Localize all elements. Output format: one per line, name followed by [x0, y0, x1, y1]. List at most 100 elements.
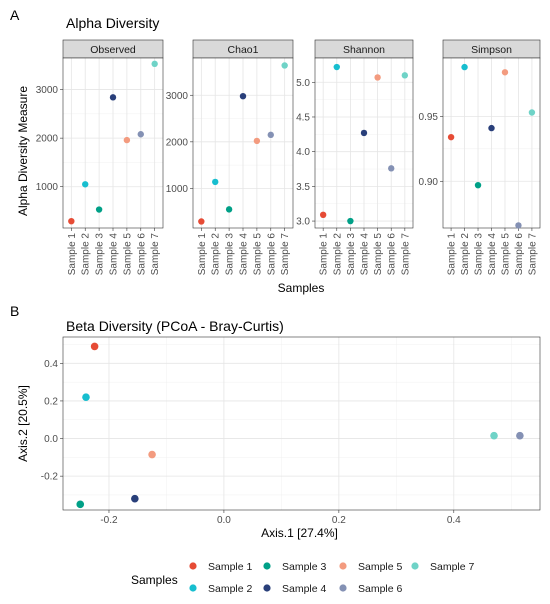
point-observed-sample-2: [82, 181, 89, 188]
facet-ytick-label: 0.95: [419, 112, 439, 123]
facet-xtick-label-sample-1: Sample 1: [447, 233, 458, 276]
point-observed-sample-5: [123, 136, 131, 144]
panel-label-a: A: [10, 7, 20, 23]
facet-xtick-label-sample-2: Sample 2: [211, 233, 222, 276]
facet-xtick-label-sample-4: Sample 4: [109, 233, 120, 276]
beta-xlabel: Axis.1 [27.4%]: [261, 526, 338, 540]
beta-ytick-label: 0.2: [44, 396, 58, 407]
facet-ytick-label: 2000: [166, 137, 189, 148]
facet-xtick-label-sample-1: Sample 1: [67, 233, 78, 276]
point-simpson-sample-6: [515, 222, 522, 229]
beta-point-sample-6: [516, 431, 524, 440]
alpha-ylabel: Alpha Diversity Measure: [16, 86, 30, 216]
legend-key-sample-2: [189, 584, 197, 592]
point-observed-sample-4: [109, 94, 117, 101]
facet-xtick-label-sample-7: Sample 7: [527, 233, 538, 276]
facet-xtick-label-sample-4: Sample 4: [239, 233, 250, 276]
beta-point-sample-2: [82, 393, 90, 401]
legend-item-sample-1: Sample 1: [189, 561, 253, 573]
point-chao1-sample-5: [253, 137, 261, 145]
facet-ytick-label: 2000: [36, 134, 59, 145]
beta-point-sample-1: [90, 342, 99, 351]
legend-item-sample-5: Sample 5: [339, 561, 403, 573]
facet-strip-label-observed: Observed: [90, 44, 136, 56]
beta-xtick-label: 0.2: [332, 515, 346, 526]
legend-key-sample-4: [263, 584, 271, 592]
point-shannon-sample-5: [374, 74, 381, 81]
point-shannon-sample-3: [347, 217, 354, 225]
facet-xtick-label-sample-5: Sample 5: [122, 233, 133, 276]
facet-xtick-label-sample-2: Sample 2: [81, 233, 92, 276]
facet-xtick-label-sample-7: Sample 7: [280, 233, 291, 276]
point-observed-sample-3: [95, 206, 103, 213]
beta-panel: [63, 337, 540, 510]
beta-point-sample-5: [148, 450, 156, 459]
legend-item-sample-6: Sample 6: [339, 583, 403, 595]
facet-xtick-label-sample-3: Sample 3: [95, 233, 106, 276]
point-chao1-sample-6: [267, 131, 274, 139]
facet-xtick-label-sample-7: Sample 7: [400, 233, 411, 276]
legend-key-sample-7: [411, 562, 419, 570]
alpha-xlabel: Samples: [278, 281, 325, 295]
beta-plot: -0.2 0.0 0.2 0.4 -0.2 0.0 0.2 0.4 Axis.1 [27.4%]…: [16, 336, 541, 540]
beta-ytick-label: 0.0: [44, 434, 58, 445]
legend-key-sample-6: [339, 584, 347, 592]
beta-xtick-label: 0.4: [447, 515, 461, 526]
facet-ytick-label: 4.0: [296, 147, 310, 158]
facet-ytick-label: 1000: [166, 184, 189, 195]
point-shannon-sample-2: [333, 63, 340, 71]
point-simpson-sample-7: [528, 109, 536, 116]
facet-ytick-label: 5.0: [296, 78, 310, 89]
beta-border: [62, 336, 541, 511]
point-chao1-sample-1: [198, 218, 205, 225]
legend-label-sample-2: Sample 2: [208, 583, 253, 595]
point-simpson-sample-4: [488, 124, 495, 132]
beta-ytick-label: 0.4: [44, 359, 58, 370]
facet-xtick-label-sample-1: Sample 1: [319, 233, 330, 276]
legend-label-sample-7: Sample 7: [430, 561, 475, 573]
facet-xtick-label-sample-5: Sample 5: [500, 233, 511, 276]
facet-strip-label-shannon: Shannon: [343, 44, 385, 56]
beta-title: Beta Diversity (PCoA - Bray-Curtis): [66, 318, 284, 334]
point-simpson-sample-2: [461, 63, 468, 71]
legend-item-sample-4: Sample 4: [263, 583, 327, 595]
facet-xtick-label-sample-6: Sample 6: [136, 233, 147, 276]
facet-xtick-label-sample-1: Sample 1: [197, 233, 208, 276]
facet-xtick-label-sample-4: Sample 4: [360, 233, 371, 276]
legend-key-sample-5: [339, 562, 347, 570]
facet-xtick-label-sample-5: Sample 5: [373, 233, 384, 276]
point-chao1-sample-4: [239, 92, 247, 100]
beta-point-sample-3: [76, 500, 85, 509]
facet-ytick-label: 0.90: [419, 177, 439, 188]
legend-item-sample-7: Sample 7: [411, 561, 475, 573]
point-chao1-sample-7: [281, 62, 288, 69]
point-observed-sample-7: [151, 60, 158, 68]
facet-ytick-label: 3000: [166, 91, 189, 102]
point-shannon-sample-7: [401, 72, 409, 79]
facet-xtick-label-sample-5: Sample 5: [252, 233, 263, 276]
legend-label-sample-5: Sample 5: [358, 561, 403, 573]
facet-xtick-label-sample-3: Sample 3: [346, 233, 357, 276]
legend-item-sample-2: Sample 2: [189, 583, 253, 595]
legend-title: Samples: [131, 573, 178, 587]
facet-xtick-label-sample-3: Sample 3: [474, 233, 485, 276]
facet-ytick-label: 1000: [36, 182, 59, 193]
beta-xtick-label: 0.0: [217, 515, 231, 526]
legend-item-sample-3: Sample 3: [263, 561, 327, 573]
facet-strip-label-chao1: Chao1: [228, 44, 259, 56]
facet-ytick-label: 3000: [36, 85, 59, 96]
facet-xtick-label-sample-2: Sample 2: [460, 233, 471, 276]
beta-ytick-label: -0.2: [41, 472, 59, 483]
point-observed-sample-1: [68, 218, 75, 225]
point-shannon-sample-1: [319, 211, 327, 219]
facet-xtick-label-sample-4: Sample 4: [487, 233, 498, 276]
facet-ytick-label: 4.5: [296, 112, 310, 123]
beta-point-sample-7: [490, 431, 498, 440]
facet-xtick-label-sample-7: Sample 7: [150, 233, 161, 276]
panel-label-b: B: [10, 303, 19, 319]
